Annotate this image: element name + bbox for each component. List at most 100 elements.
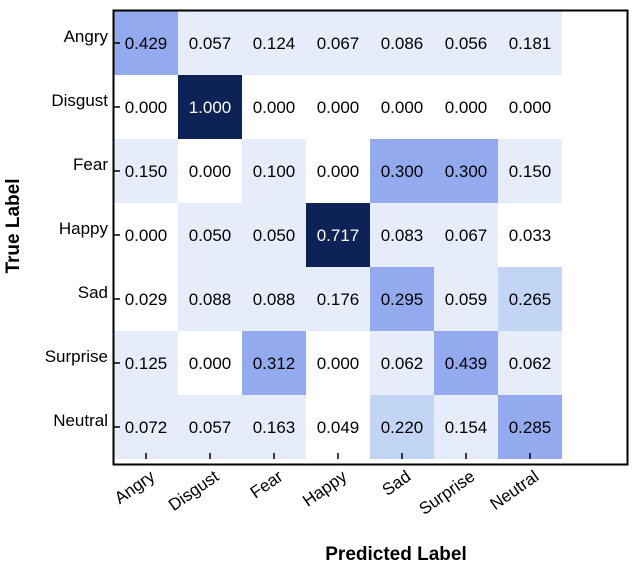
heatmap-cell — [178, 139, 242, 203]
cell-value-label: 0.150 — [509, 162, 552, 181]
cell-value-label: 0.154 — [445, 418, 488, 437]
x-tick-label: Sad — [379, 467, 415, 500]
cell-value-label: 0.072 — [125, 418, 168, 437]
heatmap-cell — [178, 267, 242, 331]
x-axis-label: Predicted Label — [325, 544, 467, 565]
cell-value-label: 0.056 — [445, 34, 488, 53]
cell-value-label: 0.000 — [381, 98, 424, 117]
cell-value-label: 0.057 — [189, 418, 232, 437]
cell-value-label: 0.057 — [189, 34, 232, 53]
x-tick-label: Surprise — [416, 467, 479, 519]
cell-value-label: 0.000 — [253, 98, 296, 117]
heatmap-cell — [498, 395, 562, 459]
heatmap-cells — [114, 11, 562, 459]
x-tick-label: Angry — [111, 466, 159, 507]
cell-value-label: 0.429 — [125, 34, 168, 53]
cell-value-label: 0.285 — [509, 418, 552, 437]
heatmap-cell — [242, 331, 306, 395]
heatmap-cell — [434, 139, 498, 203]
heatmap-cell — [242, 139, 306, 203]
heatmap-cell — [114, 11, 178, 75]
heatmap-cell — [114, 203, 178, 267]
cell-value-label: 0.295 — [381, 290, 424, 309]
x-tick-label: Disgust — [165, 467, 223, 515]
cell-value-label: 0.265 — [509, 290, 552, 309]
heatmap-cell — [498, 267, 562, 331]
cell-value-label: 0.300 — [445, 162, 488, 181]
heatmap-cell — [114, 395, 178, 459]
cell-value-label: 1.000 — [189, 98, 232, 117]
cell-value-label: 0.029 — [125, 290, 168, 309]
cell-value-label: 0.062 — [509, 354, 552, 373]
heatmap-cell — [306, 267, 370, 331]
cell-value-label: 0.717 — [317, 226, 360, 245]
cell-value-label: 0.000 — [445, 98, 488, 117]
plot-frame — [112, 9, 629, 466]
y-tick-label: Sad — [78, 283, 108, 302]
x-axis-ticks: Angry Disgust Fear Happy Sad Surprise Neutral — [111, 453, 542, 519]
heatmap-cell — [242, 75, 306, 139]
cell-value-label: 0.067 — [317, 34, 360, 53]
heatmap-cell — [434, 75, 498, 139]
heatmap-cell — [242, 11, 306, 75]
cell-value-label: 0.000 — [317, 162, 360, 181]
heatmap-cell — [114, 139, 178, 203]
heatmap-cell — [434, 267, 498, 331]
cell-value-label: 0.059 — [445, 290, 488, 309]
cell-value-label: 0.176 — [317, 290, 360, 309]
heatmap-cell — [370, 75, 434, 139]
heatmap-cell — [370, 11, 434, 75]
y-tick-label: Disgust — [51, 91, 108, 110]
x-tick-label: Fear — [247, 467, 287, 503]
heatmap-cell — [178, 395, 242, 459]
heatmap-cell — [178, 75, 242, 139]
y-tick-label: Fear — [73, 155, 108, 174]
cell-value-label: 0.100 — [253, 162, 296, 181]
heatmap-value-labels: 0.429 0.057 0.124 0.067 0.086 0.056 0.181 0.000… — [125, 34, 552, 437]
heatmap-cell — [242, 267, 306, 331]
cell-value-label: 0.150 — [125, 162, 168, 181]
y-axis-ticks: Angry Disgust Fear Happy Sad Surprise Neutral — [45, 27, 120, 430]
cell-value-label: 0.062 — [381, 354, 424, 373]
cell-value-label: 0.124 — [253, 34, 296, 53]
cell-value-label: 0.000 — [189, 354, 232, 373]
heatmap-cell — [306, 331, 370, 395]
heatmap-cell — [498, 11, 562, 75]
cell-value-label: 0.067 — [445, 226, 488, 245]
heatmap-cell — [114, 331, 178, 395]
cell-value-label: 0.300 — [381, 162, 424, 181]
cell-value-label: 0.083 — [381, 226, 424, 245]
y-tick-label: Surprise — [45, 347, 108, 366]
heatmap-cell — [178, 11, 242, 75]
y-axis-label: True Label — [3, 178, 24, 273]
heatmap-cell — [306, 203, 370, 267]
cell-value-label: 0.125 — [125, 354, 168, 373]
cell-value-label: 0.163 — [253, 418, 296, 437]
heatmap-cell — [242, 203, 306, 267]
heatmap-cell — [370, 331, 434, 395]
heatmap-cell — [306, 139, 370, 203]
cell-value-label: 0.086 — [381, 34, 424, 53]
heatmap-cell — [434, 203, 498, 267]
cell-value-label: 0.033 — [509, 226, 552, 245]
cell-value-label: 0.050 — [189, 226, 232, 245]
cell-value-label: 0.000 — [125, 98, 168, 117]
cell-value-label: 0.050 — [253, 226, 296, 245]
cell-value-label: 0.088 — [253, 290, 296, 309]
heatmap-cell — [306, 11, 370, 75]
heatmap-cell — [370, 139, 434, 203]
heatmap-cell — [498, 139, 562, 203]
heatmap-cell — [434, 11, 498, 75]
cell-value-label: 0.439 — [445, 354, 488, 373]
cell-value-label: 0.088 — [189, 290, 232, 309]
heatmap-cell — [498, 203, 562, 267]
cell-value-label: 0.000 — [189, 162, 232, 181]
y-tick-label: Neutral — [53, 411, 108, 430]
cell-value-label: 0.220 — [381, 418, 424, 437]
y-tick-label: Happy — [59, 219, 109, 238]
y-tick-label: Angry — [64, 27, 109, 46]
heatmap-cell — [114, 75, 178, 139]
x-tick-label: Neutral — [486, 467, 542, 514]
cell-value-label: 0.000 — [317, 354, 360, 373]
